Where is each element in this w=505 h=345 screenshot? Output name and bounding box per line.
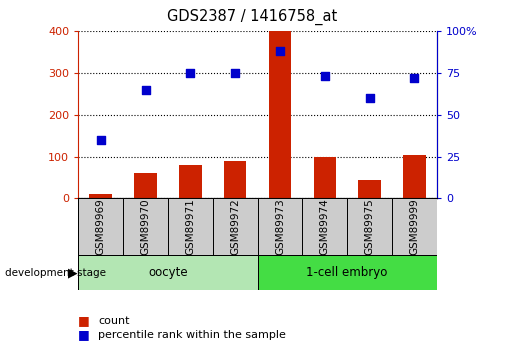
Point	[141, 87, 149, 92]
Point	[321, 73, 329, 79]
Text: GSM89971: GSM89971	[185, 198, 195, 255]
Text: 1-cell embryo: 1-cell embryo	[307, 266, 388, 279]
Bar	[392, 198, 437, 255]
Bar	[302, 198, 347, 255]
Bar	[258, 255, 437, 290]
Bar	[123, 198, 168, 255]
Bar	[359, 179, 381, 198]
Text: count: count	[98, 316, 130, 326]
Point	[411, 75, 419, 81]
Point	[366, 95, 374, 101]
Text: GSM89969: GSM89969	[95, 198, 106, 255]
Bar	[258, 198, 302, 255]
Bar	[314, 157, 336, 198]
Bar	[78, 255, 258, 290]
Text: GSM89973: GSM89973	[275, 198, 285, 255]
Text: ■: ■	[78, 328, 90, 341]
Bar	[89, 194, 112, 198]
Point	[231, 70, 239, 76]
Point	[96, 137, 105, 142]
Text: ■: ■	[78, 314, 90, 327]
Text: GSM89972: GSM89972	[230, 198, 240, 255]
Text: GSM89975: GSM89975	[365, 198, 375, 255]
Text: GSM89999: GSM89999	[410, 198, 420, 255]
Bar	[134, 173, 157, 198]
Text: percentile rank within the sample: percentile rank within the sample	[98, 330, 286, 339]
Bar	[403, 155, 426, 198]
Text: development stage: development stage	[5, 268, 106, 277]
Bar	[213, 198, 258, 255]
Point	[276, 48, 284, 54]
Bar	[269, 31, 291, 198]
Text: GSM89974: GSM89974	[320, 198, 330, 255]
Bar	[179, 165, 201, 198]
Text: GSM89970: GSM89970	[140, 198, 150, 255]
Bar	[224, 161, 246, 198]
Text: GDS2387 / 1416758_at: GDS2387 / 1416758_at	[167, 9, 338, 25]
Bar	[168, 198, 213, 255]
Bar	[78, 198, 123, 255]
Text: ▶: ▶	[68, 266, 78, 279]
Point	[186, 70, 194, 76]
Bar	[347, 198, 392, 255]
Text: oocyte: oocyte	[148, 266, 188, 279]
